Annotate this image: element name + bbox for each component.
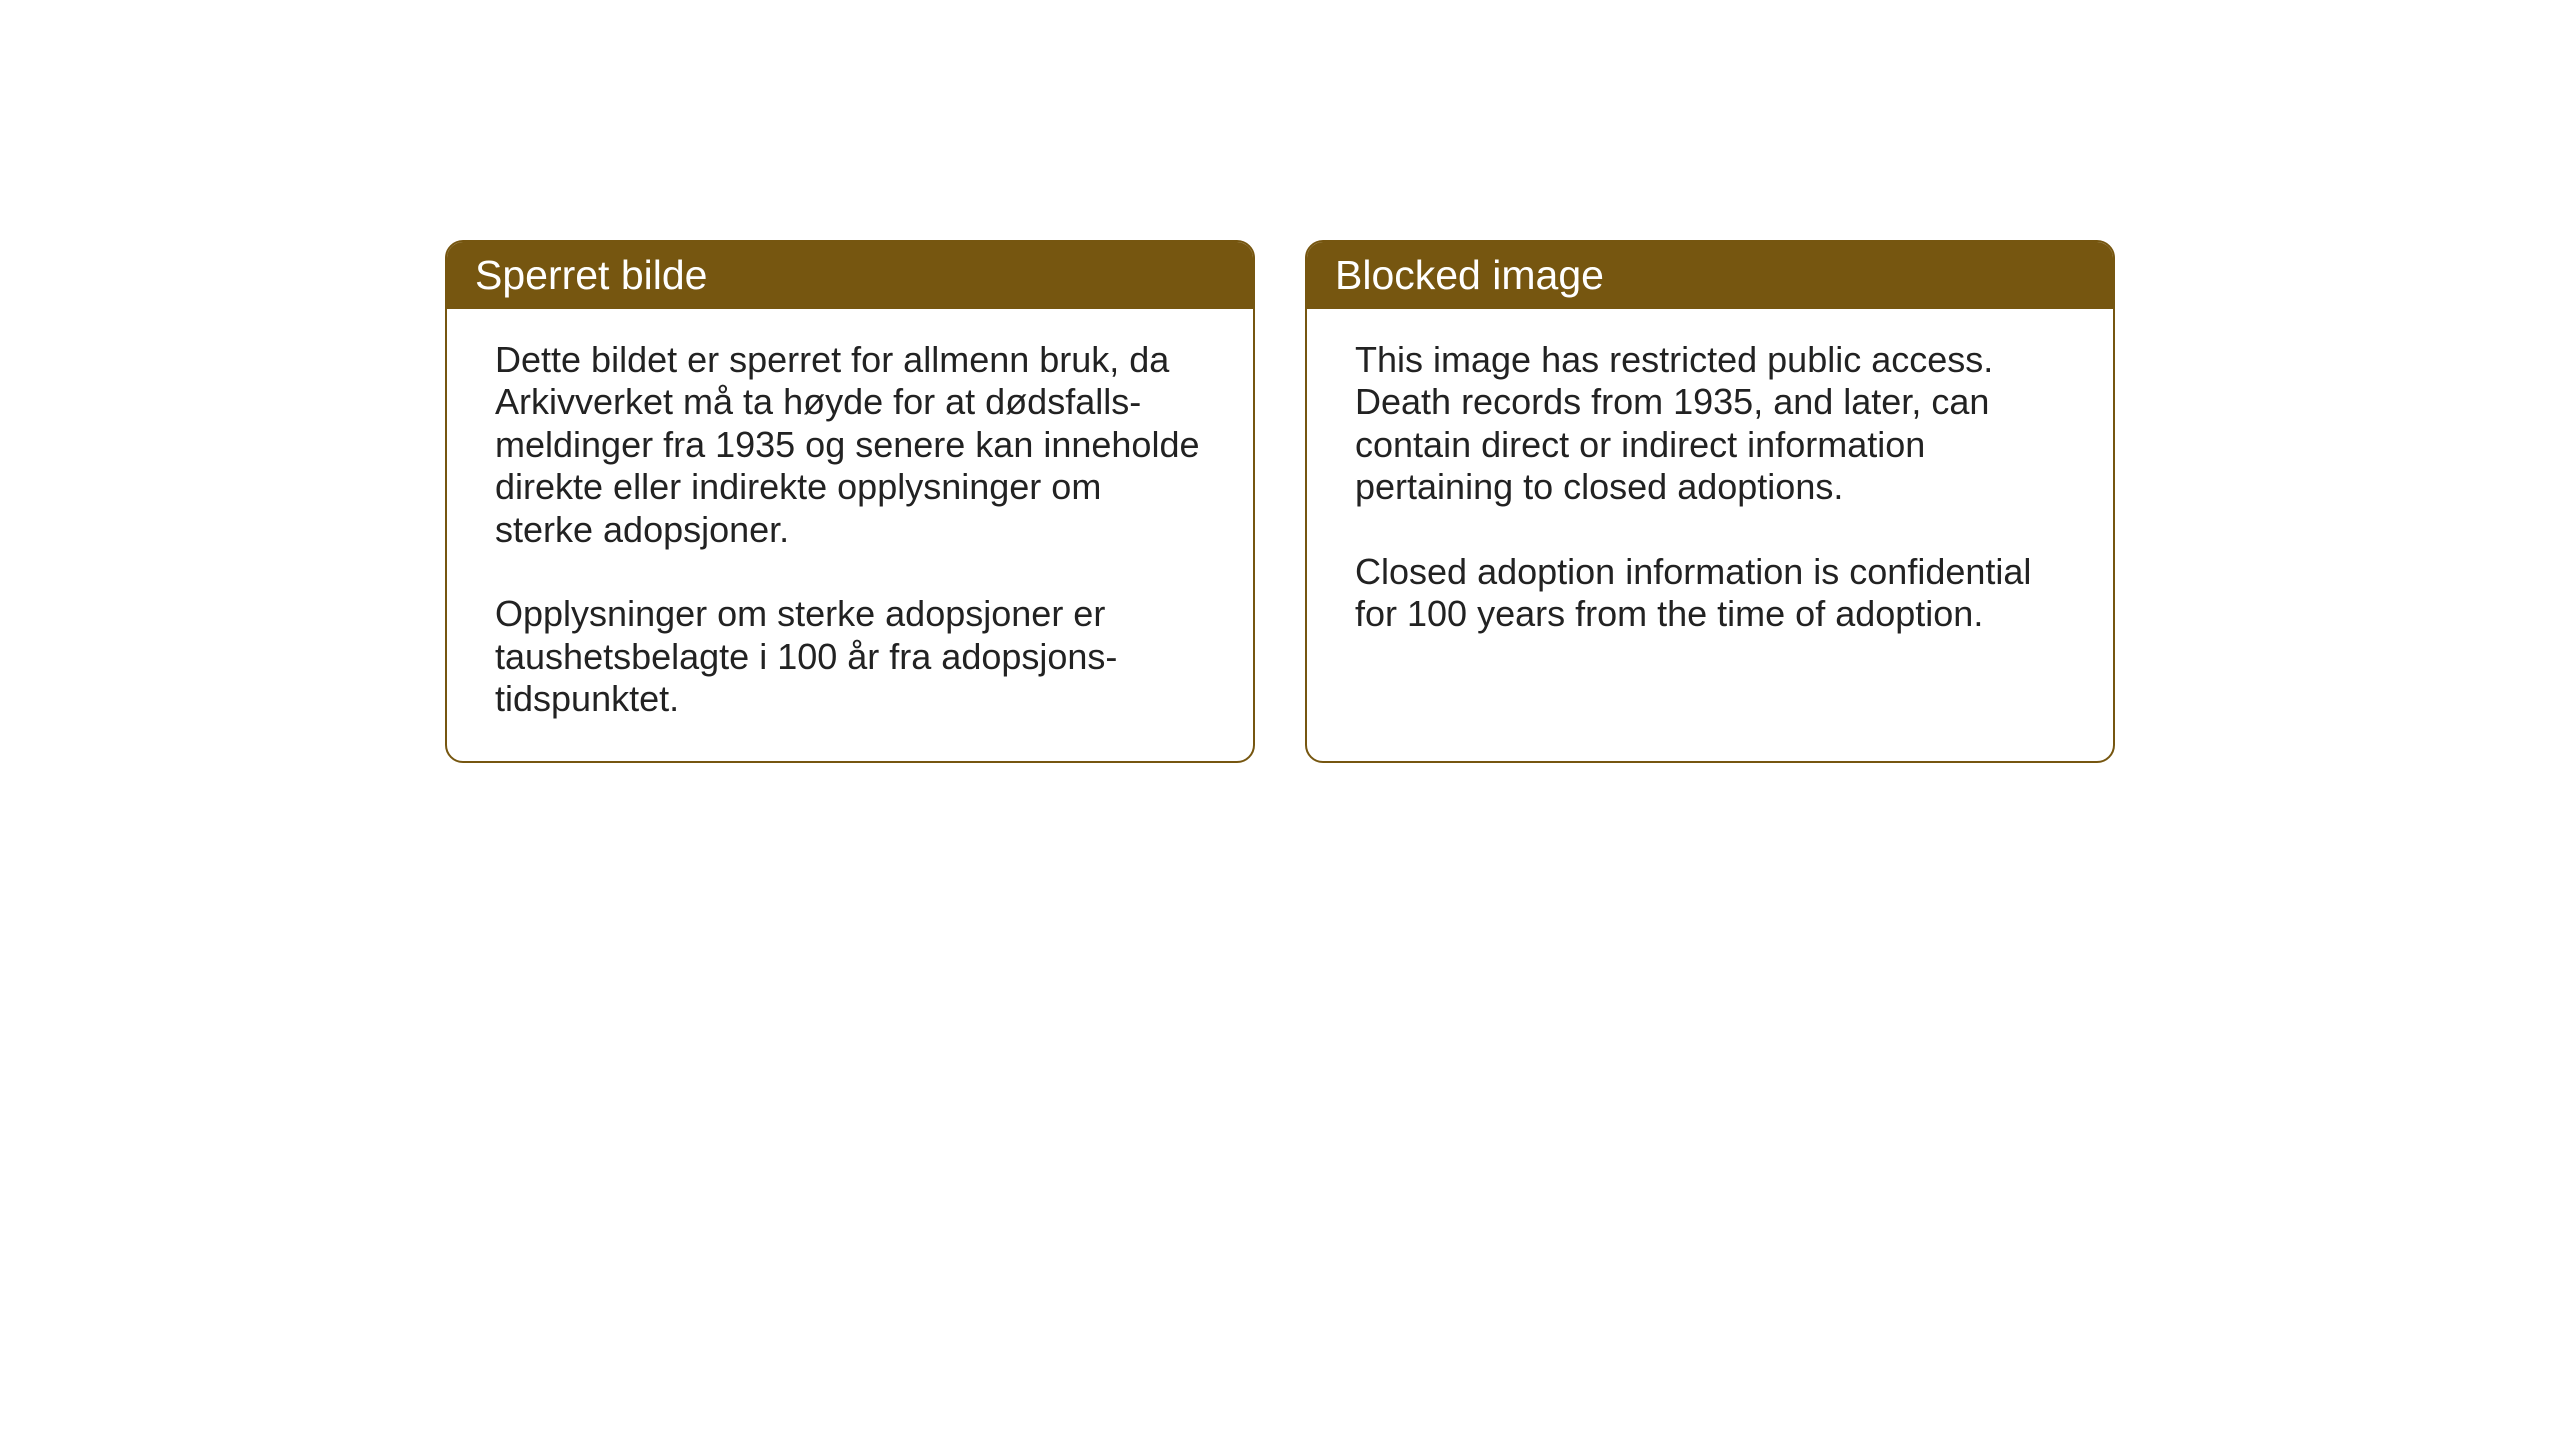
notice-container: Sperret bilde Dette bildet er sperret fo… xyxy=(445,240,2115,763)
notice-card-norwegian: Sperret bilde Dette bildet er sperret fo… xyxy=(445,240,1255,763)
card-body-norwegian: Dette bildet er sperret for allmenn bruk… xyxy=(447,309,1253,761)
card-header-english: Blocked image xyxy=(1307,242,2113,309)
card-paragraph: This image has restricted public access.… xyxy=(1355,339,2065,509)
card-header-norwegian: Sperret bilde xyxy=(447,242,1253,309)
notice-card-english: Blocked image This image has restricted … xyxy=(1305,240,2115,763)
card-paragraph: Closed adoption information is confident… xyxy=(1355,551,2065,636)
card-paragraph: Dette bildet er sperret for allmenn bruk… xyxy=(495,339,1205,551)
card-body-english: This image has restricted public access.… xyxy=(1307,309,2113,749)
card-paragraph: Opplysninger om sterke adopsjoner er tau… xyxy=(495,593,1205,720)
